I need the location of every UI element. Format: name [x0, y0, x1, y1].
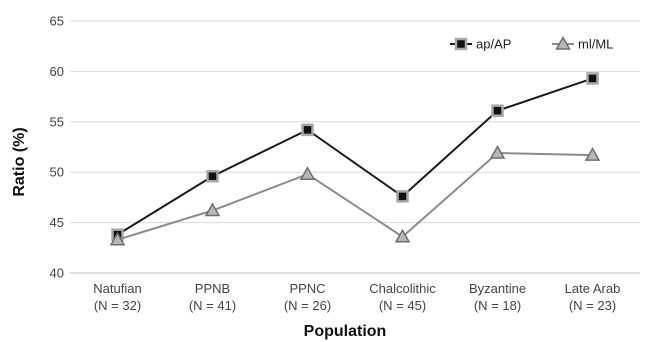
x-tick-label: Byzantine — [469, 281, 526, 296]
x-tick-label: Natufian — [93, 281, 141, 296]
axes: 40 45 50 55 60 65 Natufian (N = 32) PPNB (N = 41)… — [50, 14, 640, 313]
data-point-triangle — [489, 145, 506, 159]
x-tick-label: Chalcolithic — [369, 281, 436, 296]
legend-label: ap/AP — [476, 37, 511, 52]
legend-marker-square — [454, 37, 468, 51]
y-tick-label: 65 — [50, 14, 64, 29]
series-line — [117, 152, 593, 241]
x-tick-sublabel: (N = 41) — [189, 298, 236, 313]
x-tick-sublabel: (N = 23) — [569, 298, 616, 313]
gridlines — [70, 20, 640, 224]
series-ml-ml — [109, 145, 601, 246]
legend-label: ml/ML — [578, 37, 613, 52]
y-tick-label: 55 — [50, 114, 64, 129]
legend-item: ml/ML — [552, 35, 613, 52]
y-tick-label: 60 — [50, 64, 64, 79]
x-tick-sublabel: (N = 26) — [284, 298, 331, 313]
x-tick-sublabel: (N = 18) — [474, 298, 521, 313]
x-tick-label: Late Arab — [565, 281, 621, 296]
data-point-triangle — [299, 166, 316, 180]
y-tick-label: 40 — [50, 266, 64, 281]
data-point-triangle — [584, 147, 601, 161]
x-tick-label: PPNC — [289, 281, 325, 296]
data-point-square — [396, 190, 409, 203]
x-tick-label: PPNB — [195, 281, 230, 296]
x-tick-sublabel: (N = 32) — [94, 298, 141, 313]
series-ap-ap — [111, 72, 599, 241]
y-tick-label: 45 — [50, 215, 64, 230]
y-axis-title: Ratio (%) — [11, 127, 28, 196]
y-tick-label: 50 — [50, 165, 64, 180]
legend-marker-triangle — [555, 35, 571, 50]
data-point-square — [491, 104, 504, 117]
data-point-square — [206, 169, 219, 183]
series-line — [116, 77, 593, 236]
data-point-triangle — [109, 231, 126, 246]
series-group — [109, 72, 601, 246]
data-point-square — [586, 72, 599, 85]
legend-item: ap/AP — [450, 37, 511, 52]
legend: ap/AP ml/ML — [450, 35, 613, 52]
data-point-square — [301, 123, 314, 137]
data-point-triangle — [204, 202, 221, 217]
data-point-triangle — [394, 228, 411, 243]
x-tick-sublabel: (N = 45) — [379, 298, 426, 313]
x-axis-title: Population — [304, 323, 387, 340]
